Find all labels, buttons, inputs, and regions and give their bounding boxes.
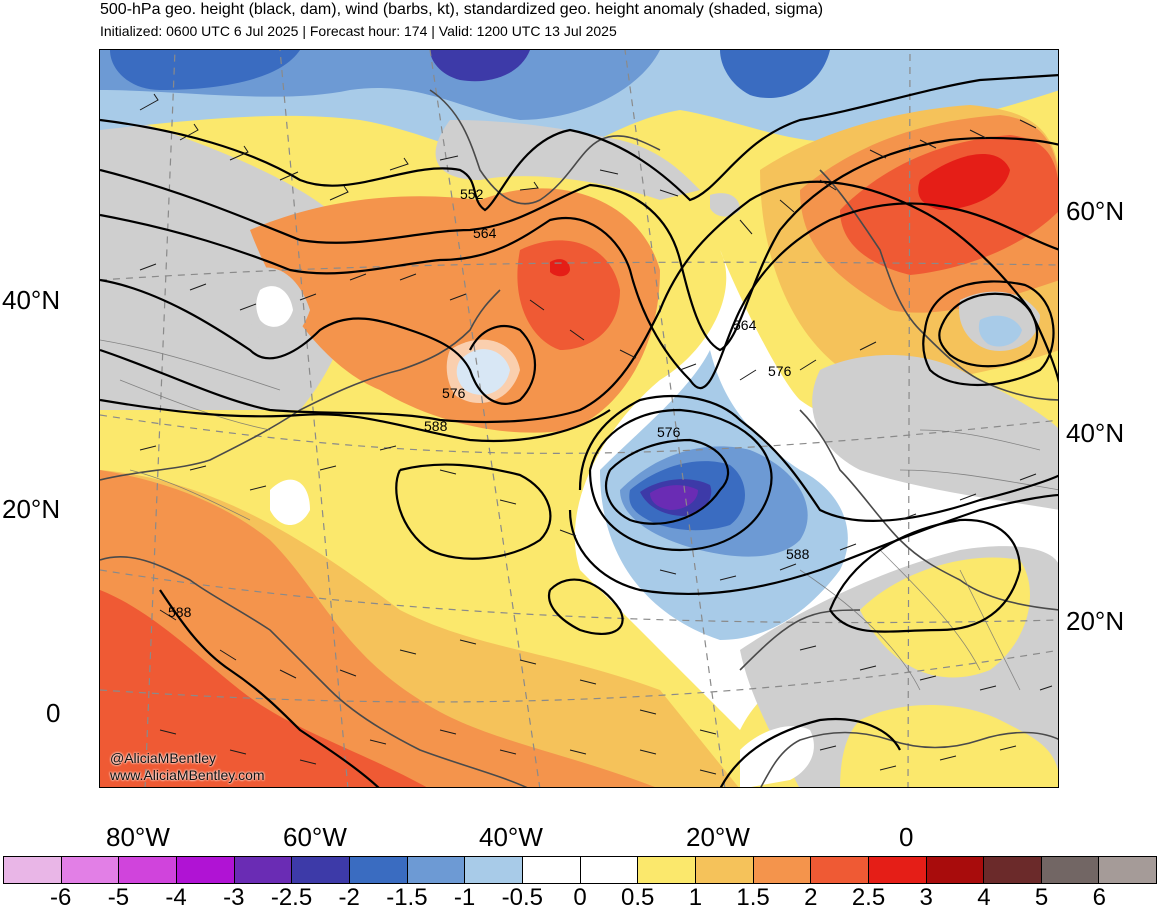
lon-label-bottom: 80°W	[106, 822, 170, 852]
colorbar-tick-label: -6	[50, 884, 72, 911]
contour-labels: 552 564 576 588 576 564 576 588 588	[168, 186, 810, 620]
watermark: @AliciaMBentley www.AliciaMBentley.com	[110, 750, 265, 784]
contour-label: 588	[424, 418, 448, 434]
graticule	[100, 50, 1058, 787]
colorbar-swatch	[753, 857, 812, 883]
borders	[100, 339, 1058, 691]
colorbar-swatch	[695, 857, 754, 883]
anomaly-gulf-white	[740, 726, 814, 787]
lon-label-bottom: 60°W	[283, 822, 347, 852]
closed-low-europe	[922, 280, 1055, 387]
lon-label-bottom: 0	[899, 822, 914, 852]
lat-label-left: 20°N	[2, 494, 61, 524]
lat-label-right: 20°N	[1066, 606, 1125, 636]
colorbar-tick-label: -1	[453, 884, 476, 911]
contour-label: 588	[786, 546, 810, 562]
anomaly-nf-white	[446, 339, 520, 403]
contour-label: 552	[460, 186, 484, 202]
anomaly-colorbar	[3, 856, 1157, 884]
anomaly-europe-deepred	[918, 153, 1010, 210]
colorbar-swatch	[176, 857, 235, 883]
anomaly-top-darkblue	[110, 50, 300, 90]
colorbar-swatch	[407, 857, 466, 883]
anomaly-tropics-red	[100, 590, 427, 787]
colorbar-swatch	[926, 857, 985, 883]
anomaly-natl-red	[517, 240, 620, 350]
colorbar-swatch	[811, 857, 869, 883]
colorbar-tick-label: 3	[919, 884, 933, 911]
watermark-url: www.AliciaMBentley.com	[110, 767, 265, 783]
lat-label-right: 60°N	[1066, 196, 1125, 226]
height-contours	[100, 74, 1058, 787]
contour-label: 576	[657, 424, 681, 440]
colorbar-tick-label: -0.5	[501, 884, 543, 911]
lon-label-bottom: 20°W	[686, 822, 750, 852]
anomaly-gulf-white-2	[270, 479, 310, 525]
colorbar-tick-label: 1.5	[736, 884, 770, 911]
weather-map: 552 564 576 588 576 564 576 588 588	[99, 49, 1059, 788]
colorbar-swatch	[868, 857, 927, 883]
anomaly-iceland	[710, 193, 740, 217]
colorbar-swatch	[119, 857, 177, 883]
lat-label-left: 0	[46, 698, 61, 728]
colorbar-swatch	[292, 857, 350, 883]
contour-label: 564	[473, 225, 497, 241]
colorbar-swatch	[638, 857, 696, 883]
coastlines	[100, 89, 1058, 787]
colorbar-swatch	[1099, 857, 1157, 883]
lat-label-right: 40°N	[1066, 418, 1125, 448]
contour-label: 564	[733, 317, 757, 333]
colorbar-tick-label: -1.5	[386, 884, 428, 911]
colorbar-tick-label: 2	[804, 884, 818, 911]
colorbar-swatch	[61, 857, 120, 883]
map-canvas: 552 564 576 588 576 564 576 588 588	[100, 50, 1058, 787]
colorbar-tick-label: -2.5	[270, 884, 313, 911]
wind-barbs	[139, 93, 1053, 775]
watermark-handle: @AliciaMBentley	[110, 750, 217, 766]
colorbar-tick-label: 4	[977, 884, 991, 911]
chart-title: 500-hPa geo. height (black, dam), wind (…	[100, 1, 824, 18]
colorbar-swatch	[4, 857, 62, 883]
colorbar-swatch	[522, 857, 581, 883]
colorbar-swatch	[349, 857, 408, 883]
colorbar-tick-label: 6	[1092, 884, 1106, 911]
colorbar-tick-label: -4	[165, 884, 187, 911]
anomaly-europe-low-blue	[978, 315, 1022, 347]
anomaly-gray-greenland	[435, 120, 700, 200]
colorbar-tick-label: 2.5	[851, 884, 886, 911]
anomaly-ne-usa-white	[256, 286, 293, 327]
colorbar-swatch	[1041, 857, 1100, 883]
contour-label: 576	[768, 363, 792, 379]
colorbar-tick-label: -2	[338, 884, 360, 911]
colorbar-tick-label: -5	[107, 884, 130, 911]
lon-label-bottom: 40°W	[479, 822, 543, 852]
colorbar-tick-label: 0.5	[621, 884, 655, 911]
colorbar-tick-label: 1	[688, 884, 703, 911]
anomaly-top-dark2	[430, 50, 530, 82]
chart-subtitle: Initialized: 0600 UTC 6 Jul 2025 | Forec…	[100, 23, 617, 39]
colorbar-swatch	[984, 857, 1042, 883]
contour-label: 576	[442, 385, 466, 401]
colorbar-tick-label: 5	[1034, 884, 1049, 911]
colorbar-swatch	[234, 857, 293, 883]
lat-label-left: 40°N	[2, 285, 61, 315]
anomaly-top-right-blue	[720, 50, 830, 98]
colorbar-tick-label: -3	[223, 884, 245, 911]
colorbar-swatch	[580, 857, 639, 883]
contour-label: 588	[168, 604, 192, 620]
anomaly-sahara-yellow	[860, 557, 1030, 678]
colorbar-tick-label: 0	[573, 884, 587, 911]
colorbar-swatch	[465, 857, 523, 883]
